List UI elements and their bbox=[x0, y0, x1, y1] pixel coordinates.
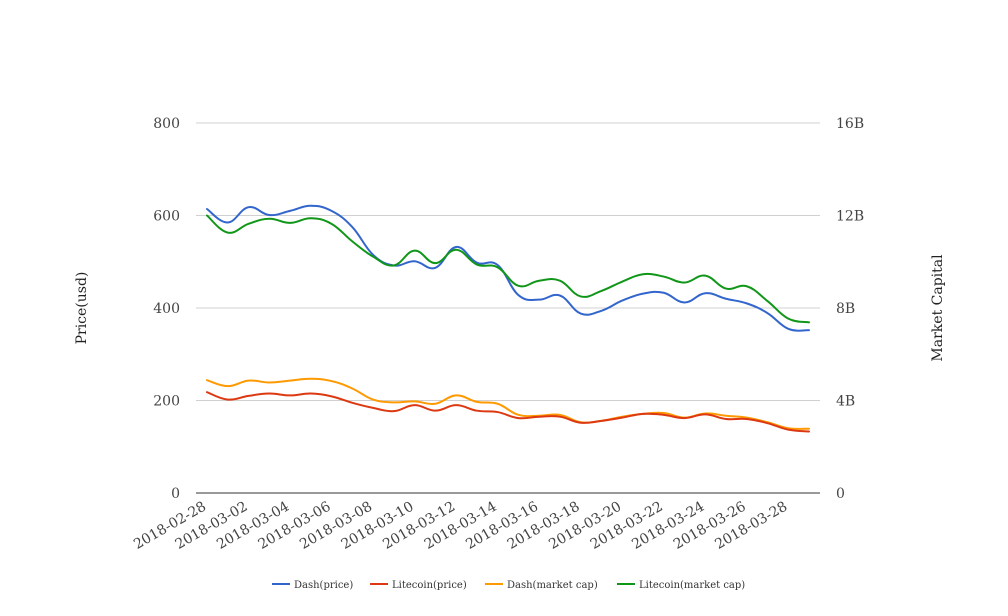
series-line-dash-price bbox=[206, 204, 810, 332]
series-lines bbox=[206, 204, 810, 433]
y-tick-label-left: 800 bbox=[153, 116, 180, 132]
series-line-litecoin-price bbox=[206, 391, 810, 433]
y-tick-label-right: 4B bbox=[836, 394, 855, 410]
left-axis: 0 200 400 600 800 bbox=[153, 116, 180, 502]
series-line-dash-market-cap bbox=[206, 377, 810, 430]
legend-item-litecoin-market-cap[interactable]: Litecoin(market cap) bbox=[617, 580, 745, 591]
legend-label: Dash(market cap) bbox=[507, 580, 598, 591]
right-axis: 0 4B 8B 12B 16B bbox=[836, 116, 864, 502]
y-tick-label-left: 600 bbox=[153, 209, 180, 225]
legend-item-litecoin-price[interactable]: Litecoin(price) bbox=[370, 580, 467, 591]
legend-item-dash-market-cap[interactable]: Dash(market cap) bbox=[485, 580, 598, 591]
left-axis-title: Price(usd) bbox=[74, 272, 90, 345]
x-axis: 2018-02-282018-03-022018-03-042018-03-06… bbox=[131, 492, 820, 553]
series-line-litecoin-market-cap bbox=[206, 214, 810, 324]
y-tick-label-right: 8B bbox=[836, 301, 855, 317]
y-tick-label-right: 16B bbox=[836, 116, 864, 132]
y-tick-label-left: 400 bbox=[153, 301, 180, 317]
legend-label: Dash(price) bbox=[294, 580, 353, 591]
y-tick-label-left: 200 bbox=[153, 394, 180, 410]
y-tick-label-left: 0 bbox=[171, 486, 180, 502]
grid-lines bbox=[196, 122, 820, 401]
y-tick-label-right: 12B bbox=[836, 209, 864, 225]
legend: Dash(price) Litecoin(price) Dash(market ca… bbox=[272, 580, 745, 591]
y-tick-label-right: 0 bbox=[836, 486, 845, 502]
legend-item-dash-price[interactable]: Dash(price) bbox=[272, 580, 353, 591]
legend-label: Litecoin(price) bbox=[392, 580, 467, 591]
right-axis-title: Market Capital bbox=[930, 254, 946, 362]
legend-label: Litecoin(market cap) bbox=[639, 580, 745, 591]
